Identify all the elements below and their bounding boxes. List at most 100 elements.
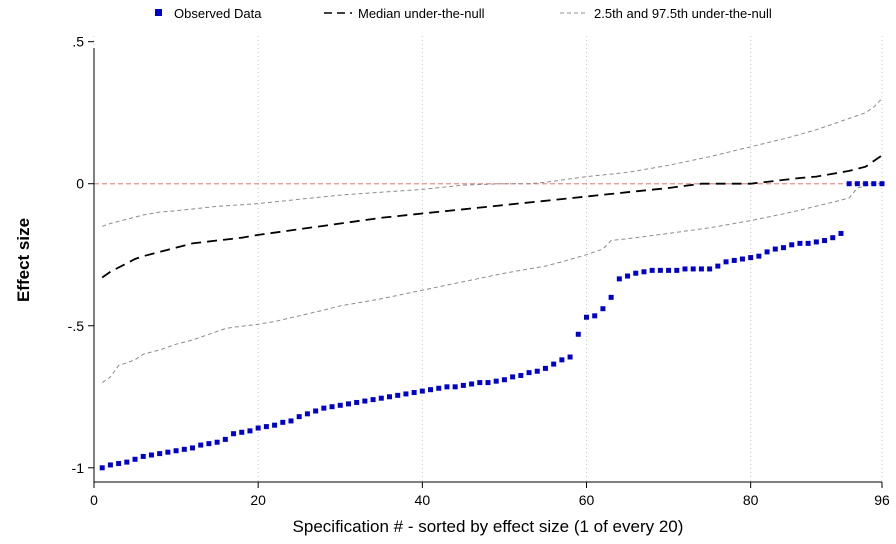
observed-point xyxy=(649,267,655,273)
observed-point xyxy=(239,429,245,435)
observed-point xyxy=(600,306,606,312)
observed-point xyxy=(140,453,146,459)
observed-point xyxy=(789,242,795,248)
observed-point xyxy=(871,181,877,187)
observed-point xyxy=(198,442,204,448)
observed-point xyxy=(337,402,343,408)
observed-point xyxy=(567,354,573,360)
observed-point xyxy=(148,452,154,458)
observed-point xyxy=(190,445,195,451)
x-tick-label: 20 xyxy=(250,492,266,508)
observed-point xyxy=(534,368,540,374)
observed-point xyxy=(411,390,417,396)
observed-point xyxy=(419,388,425,394)
observed-point xyxy=(387,394,392,400)
observed-point xyxy=(797,240,803,246)
y-tick-label: -1 xyxy=(72,460,85,476)
observed-point xyxy=(444,384,450,390)
observed-point xyxy=(493,378,499,384)
observed-point xyxy=(715,263,721,269)
observed-point xyxy=(272,422,278,428)
observed-point xyxy=(116,461,122,467)
x-tick-label: 96 xyxy=(874,492,890,508)
observed-point xyxy=(575,331,581,337)
legend-observed-label: Observed Data xyxy=(174,6,262,21)
observed-point xyxy=(822,238,828,244)
upper-bound-line xyxy=(102,98,883,227)
observed-point xyxy=(674,267,680,273)
observed-point xyxy=(854,181,860,187)
observed-point xyxy=(231,431,237,437)
x-tick-label: 40 xyxy=(415,492,431,508)
null-band-lines xyxy=(101,98,883,384)
observed-point xyxy=(124,459,130,465)
observed-point xyxy=(428,387,434,393)
observed-point xyxy=(378,395,384,401)
x-gridlines xyxy=(93,36,883,482)
observed-point xyxy=(707,266,713,272)
legend-bounds-label: 2.5th and 97.5th under-the-null xyxy=(594,6,772,21)
observed-point xyxy=(756,253,762,259)
observed-point xyxy=(551,361,557,367)
x-axis-title: Specification # - sorted by effect size … xyxy=(293,517,684,536)
observed-point xyxy=(731,257,737,263)
observed-point xyxy=(838,230,844,236)
observed-point xyxy=(748,255,754,261)
observed-point xyxy=(354,399,360,405)
y-tick-label: .5 xyxy=(72,34,84,50)
observed-points xyxy=(99,181,885,471)
observed-point xyxy=(542,365,548,371)
axes: .5 0 -.5 -1 0 20 40 60 80 96 xyxy=(68,34,890,508)
observed-point xyxy=(772,246,778,252)
observed-point xyxy=(682,266,688,272)
observed-point xyxy=(764,249,770,255)
observed-point xyxy=(173,448,179,454)
observed-point xyxy=(247,428,253,434)
x-tick-label: 0 xyxy=(90,492,98,508)
observed-point xyxy=(641,269,647,275)
observed-point xyxy=(321,405,327,411)
observed-point xyxy=(288,418,294,424)
y-tick-label: -.5 xyxy=(68,318,85,334)
observed-point xyxy=(99,465,105,471)
observed-point xyxy=(345,401,351,407)
observed-point xyxy=(313,408,319,414)
x-tick-label: 80 xyxy=(743,492,759,508)
x-tick-label: 60 xyxy=(579,492,595,508)
observed-point xyxy=(625,273,631,279)
observed-point xyxy=(395,392,401,398)
observed-point xyxy=(666,267,672,273)
observed-point xyxy=(846,181,852,187)
observed-point xyxy=(460,382,466,388)
observed-point xyxy=(452,384,458,390)
observed-point xyxy=(510,374,516,380)
observed-point xyxy=(608,294,614,300)
observed-point xyxy=(781,245,786,251)
y-axis-title: Effect size xyxy=(14,218,33,302)
observed-point xyxy=(181,446,187,452)
observed-point xyxy=(263,424,269,430)
observed-point xyxy=(214,439,220,445)
observed-point xyxy=(255,425,261,431)
observed-point xyxy=(436,385,442,391)
median-line xyxy=(101,154,883,279)
observed-point xyxy=(518,372,524,378)
observed-point xyxy=(304,411,310,417)
observed-point xyxy=(863,181,869,187)
legend-median-label: Median under-the-null xyxy=(358,6,485,21)
observed-point xyxy=(165,449,171,455)
legend-observed-marker xyxy=(155,9,162,16)
median-line-group xyxy=(101,154,883,279)
observed-point xyxy=(403,391,409,397)
legend: Observed Data Median under-the-null 2.5t… xyxy=(155,6,772,21)
observed-point xyxy=(813,239,819,245)
observed-point xyxy=(739,256,745,262)
observed-point xyxy=(485,380,491,386)
observed-point xyxy=(657,267,663,273)
observed-point xyxy=(362,398,368,404)
observed-point xyxy=(559,357,565,363)
observed-point xyxy=(879,181,885,187)
observed-point xyxy=(633,270,639,276)
observed-point xyxy=(132,456,138,462)
